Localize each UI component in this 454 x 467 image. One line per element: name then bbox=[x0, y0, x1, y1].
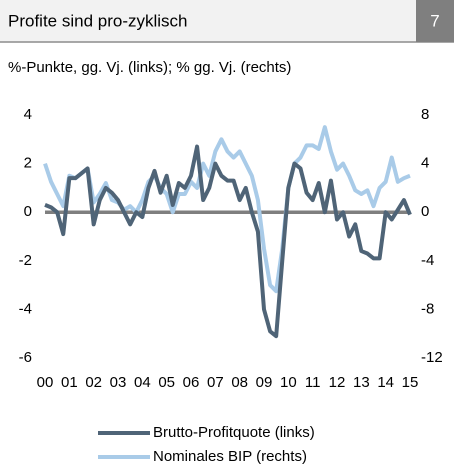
y2-tick-label: -8 bbox=[421, 300, 434, 317]
y-tick-label: -2 bbox=[19, 252, 32, 269]
y2-tick-label: -12 bbox=[421, 349, 443, 366]
x-tick-label: 07 bbox=[207, 374, 224, 391]
y-tick-label: 4 bbox=[24, 106, 32, 123]
y-tick-label: 0 bbox=[24, 203, 32, 220]
x-tick-label: 11 bbox=[305, 374, 321, 391]
y2-tick-label: 0 bbox=[421, 203, 429, 220]
x-tick-label: 15 bbox=[402, 374, 419, 391]
x-tick-label: 09 bbox=[256, 374, 273, 391]
series-line bbox=[43, 125, 411, 294]
y2-tick-label: 8 bbox=[421, 106, 429, 123]
y2-tick-label: -4 bbox=[421, 252, 434, 269]
chart-number: 7 bbox=[430, 11, 439, 30]
legend-label: Brutto-Profitquote (links) bbox=[153, 424, 315, 441]
x-tick-label: 01 bbox=[61, 374, 78, 391]
x-tick-label: 02 bbox=[85, 374, 102, 391]
chart-subtitle: %-Punkte, gg. Vj. (links); % gg. Vj. (re… bbox=[8, 59, 291, 76]
x-tick-label: 10 bbox=[280, 374, 297, 391]
series-line bbox=[44, 144, 412, 339]
x-tick-label: 13 bbox=[353, 374, 370, 391]
x-tick-label: 12 bbox=[329, 374, 346, 391]
x-tick-label: 03 bbox=[110, 374, 127, 391]
number-box bbox=[416, 0, 454, 42]
x-tick-label: 05 bbox=[158, 374, 175, 391]
legend-label: Nominales BIP (rechts) bbox=[153, 448, 307, 465]
y-tick-label: -6 bbox=[19, 349, 32, 366]
header-band bbox=[0, 0, 454, 42]
x-tick-label: 14 bbox=[377, 374, 394, 391]
x-tick-label: 06 bbox=[183, 374, 200, 391]
y-tick-label: 2 bbox=[24, 155, 32, 172]
x-tick-label: 08 bbox=[231, 374, 248, 391]
x-tick-label: 00 bbox=[37, 374, 54, 391]
x-tick-label: 04 bbox=[134, 374, 151, 391]
chart-title: Profite sind pro-zyklisch bbox=[8, 11, 188, 30]
y2-tick-label: 4 bbox=[421, 155, 429, 172]
y-tick-label: -4 bbox=[19, 300, 32, 317]
